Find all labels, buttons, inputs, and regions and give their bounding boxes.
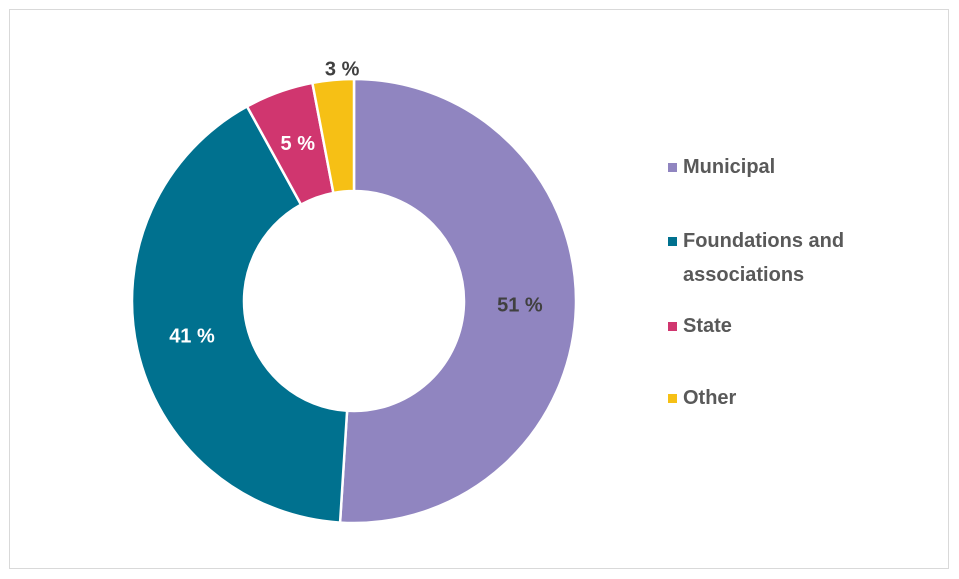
legend-item: Municipal bbox=[668, 150, 775, 184]
legend-label: State bbox=[683, 315, 732, 337]
legend-label: Foundations and associations bbox=[683, 230, 845, 286]
slice bbox=[310, 77, 356, 195]
chart-frame bbox=[9, 9, 949, 569]
legend-swatch bbox=[668, 322, 677, 331]
legend-item: Foundations and associations bbox=[668, 224, 923, 292]
legend-item: State bbox=[668, 309, 732, 343]
legend-item: Other bbox=[668, 381, 736, 415]
data-label: 5 % bbox=[281, 133, 316, 155]
legend-label: Municipal bbox=[683, 156, 776, 178]
data-label: 51 % bbox=[497, 294, 543, 316]
data-label: 41 % bbox=[169, 325, 215, 347]
slice bbox=[130, 104, 349, 524]
slice bbox=[338, 77, 578, 525]
legend-swatch bbox=[668, 394, 677, 403]
legend-swatch bbox=[668, 237, 677, 246]
legend-swatch bbox=[668, 163, 677, 172]
legend-label: Other bbox=[683, 387, 737, 409]
data-label: 3 % bbox=[325, 58, 360, 80]
